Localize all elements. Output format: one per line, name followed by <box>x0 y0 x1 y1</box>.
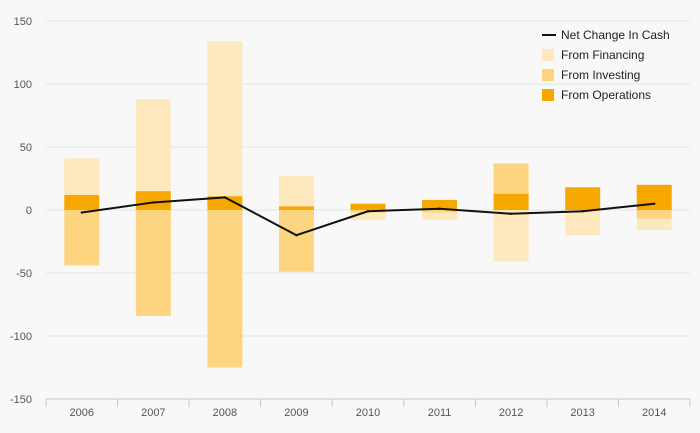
bar-segment <box>422 199 458 210</box>
line-point <box>80 211 83 214</box>
legend-swatch <box>542 69 554 81</box>
x-tick-label: 2009 <box>284 407 308 419</box>
x-tick-label: 2014 <box>642 407 666 419</box>
bar-segment <box>64 194 100 210</box>
y-tick-label: -50 <box>16 268 32 280</box>
x-tick-label: 2010 <box>356 407 380 419</box>
bar-segment <box>135 191 171 210</box>
bar-segment <box>135 99 171 192</box>
bar-segment <box>493 210 529 262</box>
legend-label: From Investing <box>561 68 640 82</box>
x-tick-label: 2011 <box>428 407 452 419</box>
y-tick-label: -150 <box>10 394 32 406</box>
bar-segment <box>207 41 243 197</box>
x-axis: 2006 2007 2008 2009 2010 2011 2012 2013 2014 <box>45 398 691 419</box>
y-tick-label: -100 <box>10 331 32 343</box>
bar-segment <box>64 158 100 195</box>
line-point <box>509 212 513 215</box>
bar-segment <box>207 210 243 368</box>
y-tick-label: 0 <box>26 205 32 217</box>
bar-segment <box>207 196 243 210</box>
line-point <box>295 234 298 237</box>
bar-segment <box>493 163 529 194</box>
legend-label: From Financing <box>561 48 644 62</box>
x-tick-label: 2007 <box>141 407 165 419</box>
bar-segment <box>350 203 386 210</box>
legend-swatch <box>542 89 554 101</box>
bar-segment <box>565 210 601 236</box>
legend[interactable]: Net Change In Cash From Financing From Inv… <box>542 28 670 102</box>
legend-item[interactable]: From Financing <box>542 48 644 62</box>
bar-segment <box>64 210 100 266</box>
bar-segment <box>350 212 386 221</box>
bar-segment <box>135 210 171 316</box>
line-point <box>223 196 227 199</box>
bar-segment <box>278 175 314 207</box>
bar-segment <box>422 212 458 221</box>
net-change-line <box>80 196 656 237</box>
legend-label: From Operations <box>561 88 651 102</box>
line-point <box>653 202 656 205</box>
bar-segment <box>565 187 601 210</box>
y-tick-label: 100 <box>14 79 32 91</box>
bars <box>64 41 672 368</box>
bar-segment <box>636 184 672 210</box>
legend-item[interactable]: From Investing <box>542 68 640 82</box>
legend-swatch <box>542 49 554 61</box>
legend-item[interactable]: From Operations <box>542 88 651 102</box>
x-tick-label: 2012 <box>499 407 523 419</box>
x-tick-label: 2013 <box>570 407 594 419</box>
line-point <box>152 201 155 204</box>
y-axis-labels: -150 -100 -50 0 50 100 150 <box>10 16 32 406</box>
bar-segment <box>636 218 672 231</box>
line-point <box>366 210 370 213</box>
y-tick-label: 150 <box>14 16 32 28</box>
x-tick-label: 2006 <box>70 407 94 419</box>
legend-label: Net Change In Cash <box>561 28 670 42</box>
line-point <box>438 207 441 210</box>
bar-segment <box>422 210 458 213</box>
bar-segment <box>636 210 672 219</box>
bar-segment <box>278 206 314 210</box>
bar-segment <box>493 193 529 210</box>
line-point <box>581 210 584 213</box>
x-tick-label: 2008 <box>213 407 237 419</box>
bar-segment <box>278 210 314 272</box>
y-tick-label: 50 <box>20 142 32 154</box>
legend-item[interactable]: Net Change In Cash <box>542 28 670 42</box>
